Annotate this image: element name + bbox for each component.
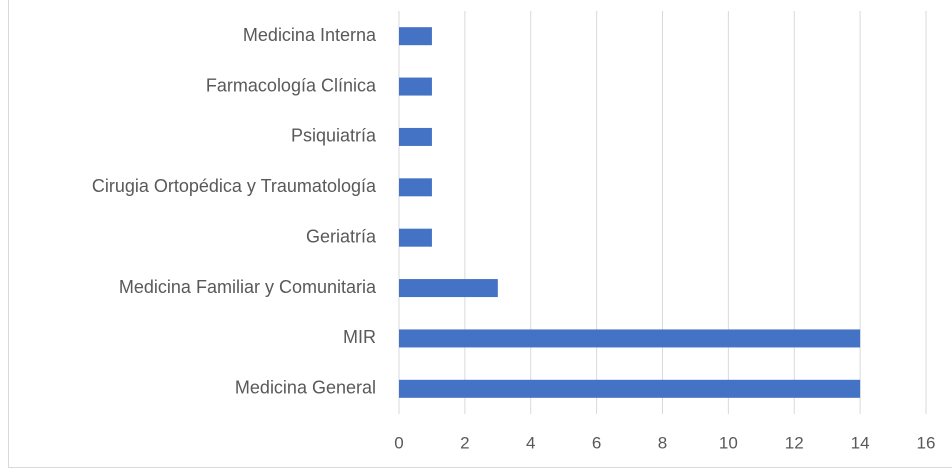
x-tick-label: 14 [851,433,870,452]
x-tick-label: 2 [460,433,469,452]
x-tick-label: 12 [785,433,804,452]
y-tick-label: Medicina Interna [243,25,377,45]
bar [399,279,498,297]
bar [399,128,432,146]
y-tick-label: Cirugia Ortopédica y Traumatología [92,176,377,196]
bar [399,229,432,247]
bar [399,78,432,96]
x-tick-label: 16 [917,433,936,452]
y-tick-label: Medicina Familiar y Comunitaria [119,277,377,297]
x-tick-label: 10 [719,433,738,452]
x-tick-label: 6 [592,433,601,452]
bar [399,380,860,398]
x-tick-label: 8 [658,433,667,452]
x-tick-label: 4 [526,433,535,452]
bar [399,27,432,45]
y-tick-label: Geriatría [306,226,377,246]
x-tick-label: 0 [394,433,403,452]
bar [399,178,432,196]
y-tick-label: Farmacología Clínica [206,75,377,95]
y-tick-label: Medicina General [235,378,376,398]
y-tick-label: MIR [343,327,376,347]
y-tick-label: Psiquiatría [291,126,377,146]
bar [399,329,860,347]
